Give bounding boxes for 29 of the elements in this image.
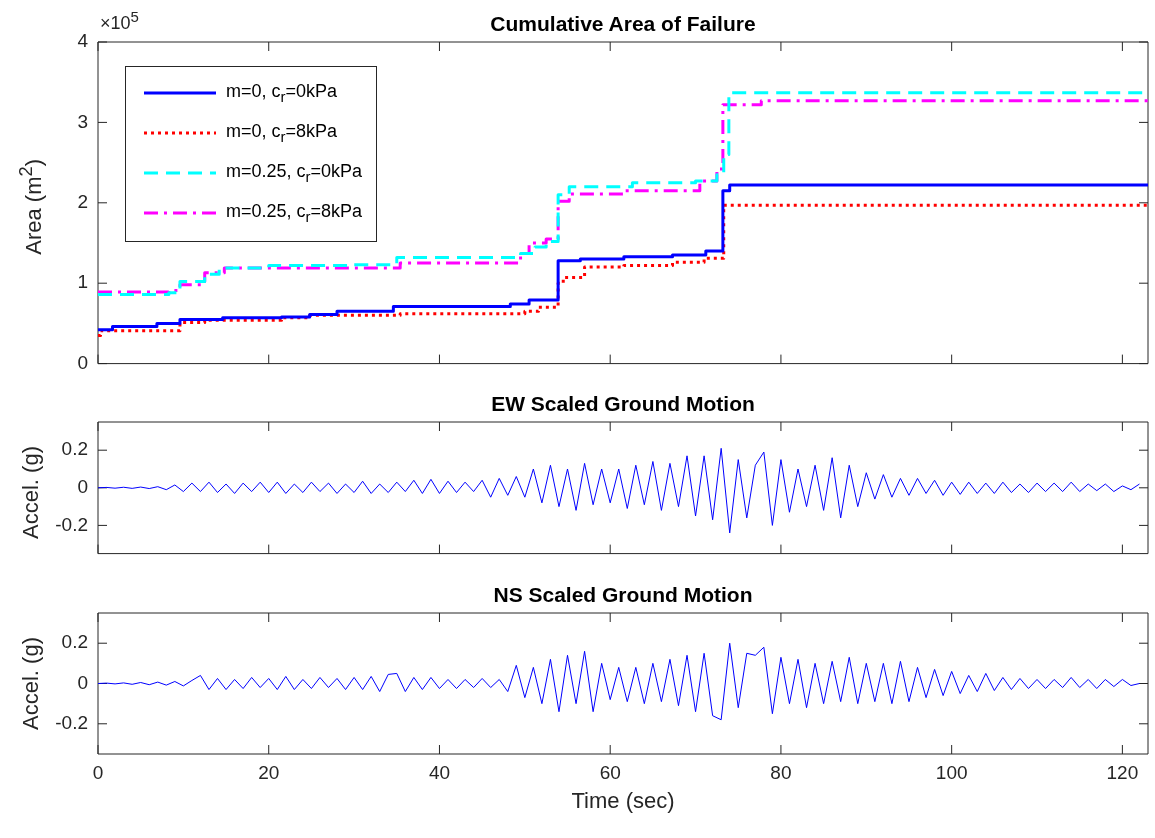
y-tick-label: 0 [77,671,88,693]
chart-title: EW Scaled Ground Motion [490,392,756,416]
y-tick-label: 0.2 [61,631,88,653]
y-tick-label: 0 [77,351,88,373]
y-tick-label: 1 [77,271,88,293]
y-tick-label: -0.2 [55,712,88,734]
y-axis-title: Accel. (g) [18,445,44,539]
x-axis-title: Time (sec) [570,788,676,814]
x-tick-label: 40 [428,761,451,783]
chart-title: NS Scaled Ground Motion [492,583,754,607]
y-axis-title: Accel. (g) [18,637,44,730]
x-tick-label: 20 [258,761,280,783]
legend-label: m=0.25, c$_{r}$=0kPa [226,161,363,185]
text: ×10$^{5}$ [100,8,139,34]
legend-label: m=0.25, c$_{r}$=8kPa [226,201,363,225]
y-tick-label: 3 [77,110,88,132]
x-tick-label: 60 [599,761,621,783]
chart-title: Cumulative Area of Failure [490,12,756,35]
y-tick-label: 0.2 [61,438,88,460]
y-tick-label: 4 [77,30,89,52]
y-tick-label: 0 [77,476,88,498]
x-tick-label: 120 [1106,761,1139,783]
legend-label: m=0, c$_{r}$=8kPa [226,121,338,145]
x-tick-label: 100 [935,761,968,783]
legend-label: m=0, c$_{r}$=0kPa [226,81,338,105]
y-tick-label: 2 [77,191,88,213]
y-tick-label: -0.2 [55,513,88,535]
x-tick-label: 0 [92,761,104,783]
x-tick-label: 80 [770,761,792,783]
